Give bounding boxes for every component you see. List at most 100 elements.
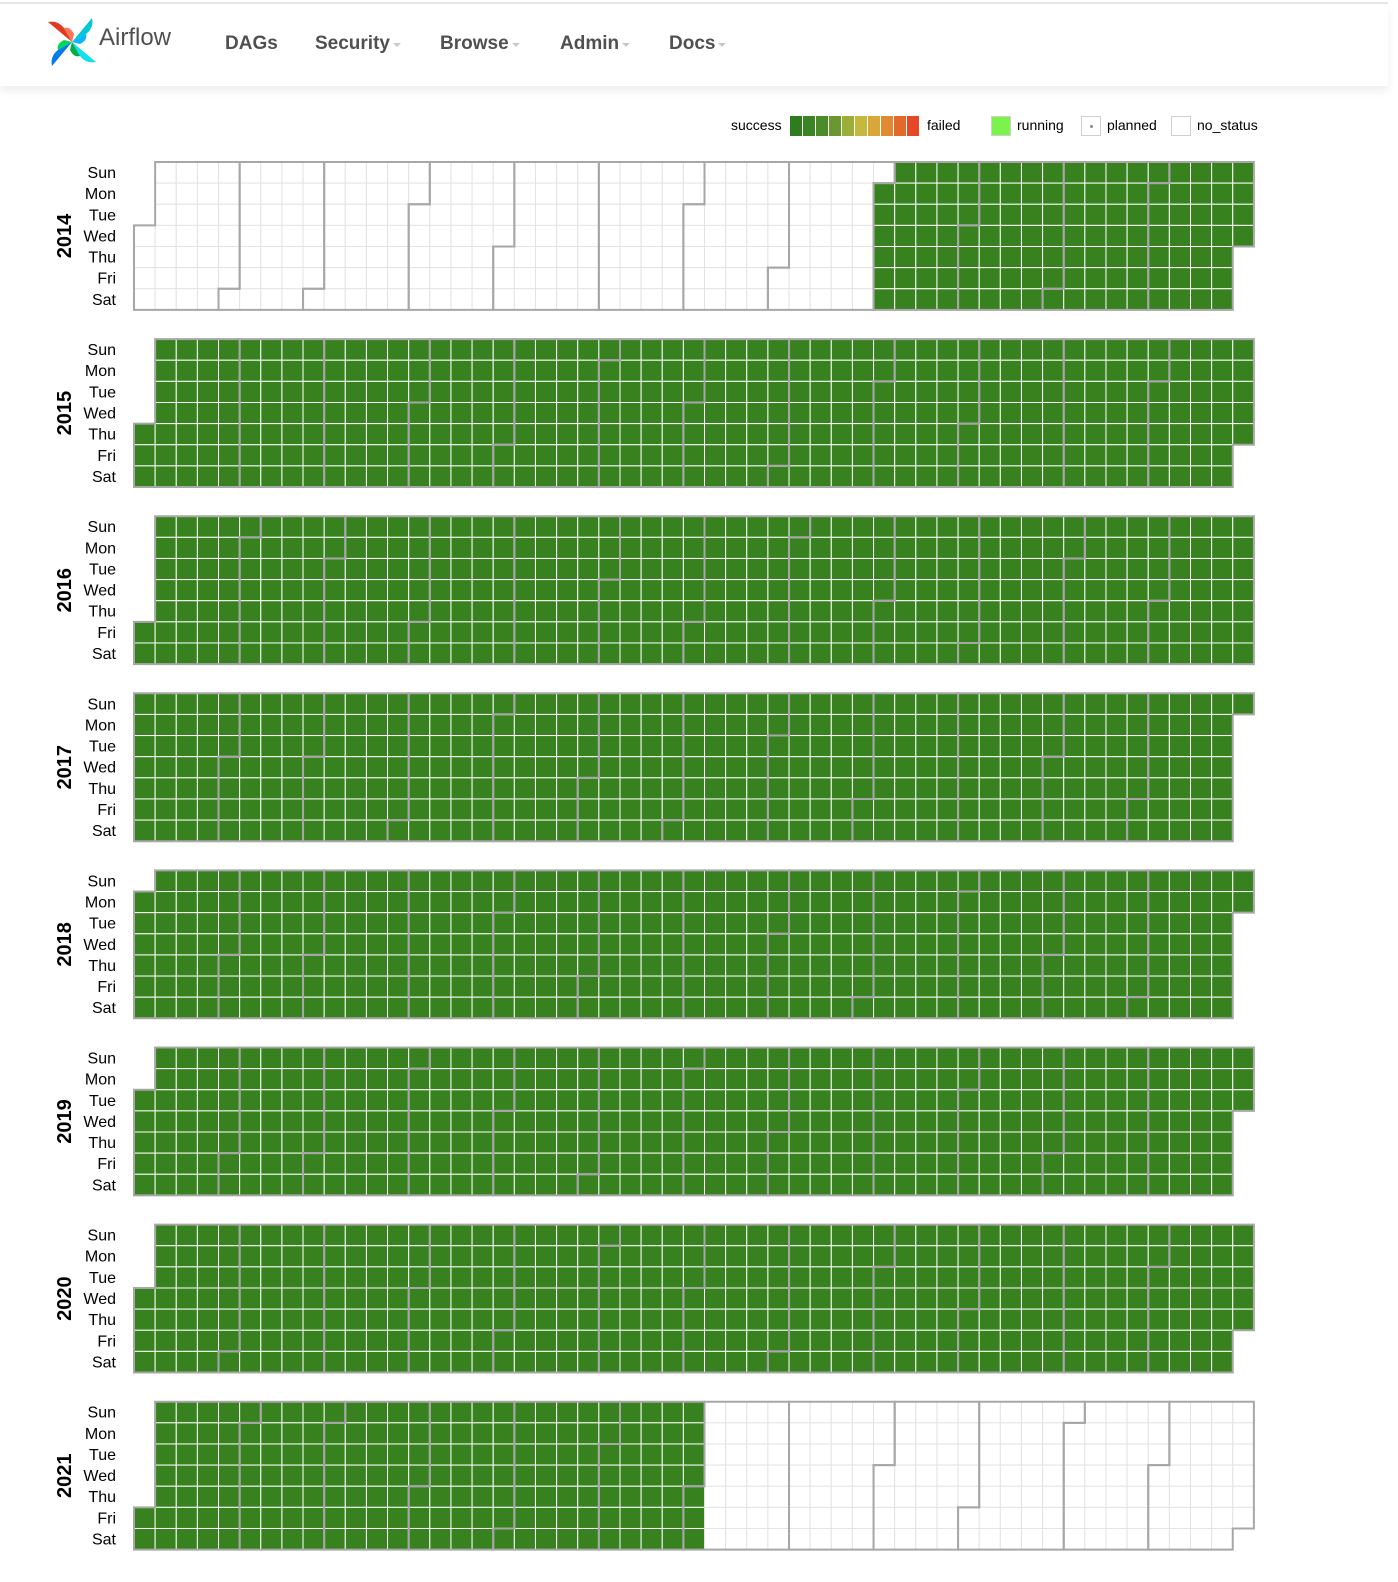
- day-cell-success: [556, 557, 579, 581]
- month-outline: [1147, 338, 1255, 489]
- day-cell-success: [999, 621, 1022, 644]
- day-cell-success: [1168, 338, 1191, 361]
- day-cell-success: [1042, 423, 1065, 446]
- day-cell-success: [915, 557, 938, 581]
- day-cell-success: [408, 996, 431, 1019]
- nav-docs[interactable]: Docs: [669, 33, 727, 55]
- day-cell-success: [830, 798, 853, 821]
- day-cell-no-status: [809, 203, 832, 226]
- day-cell-success: [894, 713, 917, 737]
- day-cell-no-status: [957, 1401, 980, 1424]
- nav-browse[interactable]: Browse: [440, 33, 520, 55]
- day-cell-success: [936, 380, 959, 403]
- day-cell-success: [302, 912, 325, 935]
- day-cell-success: [429, 1443, 452, 1466]
- day-cell-no-status: [492, 161, 515, 184]
- day-cell-success: [619, 975, 642, 998]
- day-cell-success: [154, 1527, 177, 1551]
- day-cell-success: [534, 1401, 558, 1424]
- day-cell-success: [1211, 1350, 1234, 1374]
- day-cell-success: [1126, 819, 1149, 842]
- day-cell-success: [1126, 713, 1149, 737]
- day-cell-success: [894, 246, 917, 269]
- day-cell-no-status: [725, 1527, 748, 1551]
- day-cell-success: [281, 579, 304, 602]
- day-cell-success: [809, 1308, 832, 1331]
- day-cell-success: [661, 1131, 684, 1154]
- day-cell-success: [978, 933, 1001, 956]
- day-cell-success: [1042, 1287, 1065, 1310]
- day-cell-success: [1084, 1308, 1107, 1331]
- day-cell-success: [577, 465, 600, 488]
- day-cell-success: [1126, 954, 1149, 977]
- day-cell-success: [1042, 756, 1065, 779]
- day-cell-success: [957, 975, 980, 998]
- weekday-label: Wed: [83, 937, 116, 954]
- day-cell-success: [387, 1047, 410, 1070]
- day-cell-no-status: [1190, 1485, 1213, 1508]
- day-cell-success: [302, 1401, 325, 1424]
- day-cell-success: [1020, 536, 1044, 559]
- day-cell-success: [999, 1266, 1022, 1289]
- day-cell-success: [999, 869, 1022, 893]
- day-cell-no-status: [830, 1527, 853, 1551]
- nav-admin[interactable]: Admin: [560, 33, 631, 55]
- day-cell-success: [154, 1443, 177, 1466]
- day-cell-success: [1190, 735, 1213, 758]
- day-cell-no-status: [556, 161, 579, 184]
- day-cell-success: [640, 1068, 663, 1091]
- weekday-label: Fri: [97, 802, 116, 819]
- weekday-label: Tue: [89, 561, 116, 578]
- day-cell-success: [1042, 912, 1065, 935]
- day-cell-success: [1020, 1308, 1044, 1331]
- day-cell-no-status: [725, 161, 748, 184]
- day-cell-success: [408, 380, 431, 403]
- day-cell-success: [577, 713, 600, 737]
- day-cell-success: [1084, 1173, 1107, 1196]
- day-cell-success: [936, 267, 959, 290]
- day-cell-success: [408, 1350, 431, 1374]
- day-cell-success: [281, 891, 304, 914]
- day-cell-success: [1211, 891, 1234, 914]
- day-cell-success: [450, 819, 473, 842]
- day-cell-success: [725, 621, 748, 644]
- day-cell-success: [1190, 600, 1213, 623]
- day-cell-success: [175, 1287, 198, 1310]
- day-cell-no-status: [1042, 1464, 1065, 1487]
- day-cell-success: [598, 621, 621, 644]
- day-cell-success: [957, 1047, 980, 1070]
- day-cell-success: [661, 1152, 684, 1175]
- day-cell-success: [619, 401, 642, 425]
- day-cell-success: [281, 1287, 304, 1310]
- day-cell-success: [809, 515, 832, 538]
- day-cell-success: [788, 912, 811, 935]
- day-cell-success: [915, 1287, 938, 1310]
- nav-security[interactable]: Security: [315, 33, 401, 55]
- day-cell-success: [619, 869, 642, 893]
- day-cell-success: [1126, 1329, 1149, 1352]
- day-cell-success: [894, 642, 917, 665]
- day-cell-success: [450, 1089, 473, 1112]
- day-cell-success: [408, 465, 431, 488]
- nav-dags[interactable]: DAGs: [225, 33, 278, 55]
- day-cell-success: [387, 600, 410, 623]
- day-cell-success: [1190, 288, 1213, 311]
- day-cell-success: [1126, 1152, 1149, 1175]
- nav-dags-label: DAGs: [225, 33, 278, 54]
- day-cell-success: [661, 579, 684, 602]
- day-cell-no-status: [175, 203, 198, 226]
- day-cell-success: [1084, 465, 1107, 488]
- day-cell-success: [809, 423, 832, 446]
- day-cell-success: [598, 713, 621, 737]
- day-cell-no-status: [894, 1485, 917, 1508]
- day-cell-no-status: [1211, 1506, 1234, 1529]
- day-cell-no-status: [830, 203, 853, 226]
- day-cell-success: [260, 996, 283, 1019]
- brand-link[interactable]: Airflow: [48, 17, 171, 67]
- day-cell-success: [746, 756, 769, 779]
- day-cell-success: [873, 579, 896, 602]
- day-cell-no-status: [365, 267, 389, 290]
- day-cell-no-status: [387, 161, 410, 184]
- day-cell-success: [1232, 182, 1255, 205]
- day-cell-success: [1211, 1173, 1234, 1196]
